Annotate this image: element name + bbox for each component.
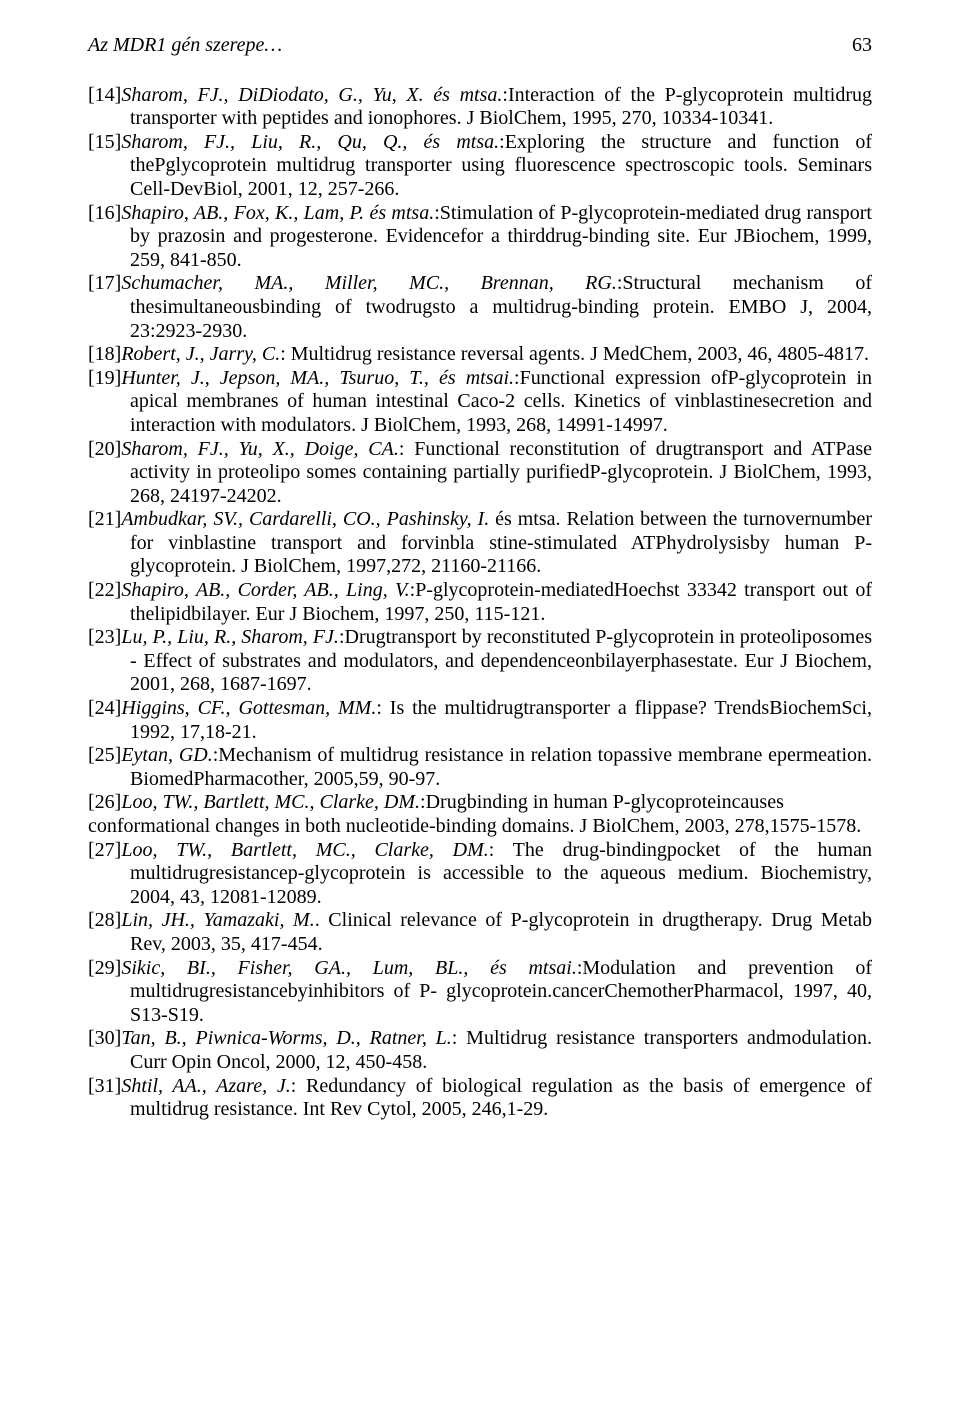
ref-authors: Tan, B., Piwnica-Worms, D., Ratner, L. bbox=[121, 1027, 451, 1049]
reference-item: [16]Shapiro, AB., Fox, K., Lam, P. és mt… bbox=[88, 202, 872, 273]
ref-num: [23] bbox=[88, 626, 121, 648]
ref-num: [26] bbox=[88, 791, 121, 813]
ref-authors: Lin, JH., Yamazaki, M. bbox=[121, 909, 314, 931]
ref-authors: Hunter, J., Jepson, MA., Tsuruo, T., és … bbox=[121, 367, 514, 389]
reference-item: [24]Higgins, CF., Gottesman, MM.: Is the… bbox=[88, 697, 872, 744]
ref-num: [17] bbox=[88, 272, 121, 294]
reference-item: [20]Sharom, FJ., Yu, X., Doige, CA.: Fun… bbox=[88, 438, 872, 509]
ref-num: [29] bbox=[88, 957, 121, 979]
ref-num: [24] bbox=[88, 697, 121, 719]
page: Az MDR1 gén szerepe… 63 [14]Sharom, FJ.,… bbox=[0, 0, 960, 1410]
ref-authors: Sikic, BI., Fisher, GA., Lum, BL., és mt… bbox=[121, 957, 577, 979]
reference-item: [23]Lu, P., Liu, R., Sharom, FJ.:Drugtra… bbox=[88, 626, 872, 697]
running-head: Az MDR1 gén szerepe… 63 bbox=[88, 34, 872, 58]
ref-authors: Schumacher, MA., Miller, MC., Brennan, R… bbox=[121, 272, 617, 294]
reference-item: [18]Robert, J., Jarry, C.: Multidrug res… bbox=[88, 343, 872, 367]
ref-authors: Lu, P., Liu, R., Sharom, FJ. bbox=[121, 626, 339, 648]
ref-authors: Robert, J., Jarry, C. bbox=[121, 343, 280, 365]
ref-num: [20] bbox=[88, 438, 121, 460]
ref-body: : Multidrug resistance reversal agents. … bbox=[280, 343, 869, 365]
ref-num: [25] bbox=[88, 744, 121, 766]
reference-item: [21]Ambudkar, SV., Cardarelli, CO., Pash… bbox=[88, 508, 872, 579]
ref-authors: Shapiro, AB., Corder, AB., Ling, V. bbox=[121, 579, 409, 601]
ref-num: [16] bbox=[88, 202, 121, 224]
ref-num: [19] bbox=[88, 367, 121, 389]
ref-authors: Higgins, CF., Gottesman, MM. bbox=[121, 697, 376, 719]
ref-num: [18] bbox=[88, 343, 121, 365]
ref-authors: Eytan, GD. bbox=[121, 744, 212, 766]
ref-authors: Sharom, FJ., Liu, R., Qu, Q., és mtsa. bbox=[121, 131, 499, 153]
reference-item: [15]Sharom, FJ., Liu, R., Qu, Q., és mts… bbox=[88, 131, 872, 202]
ref-authors: Shtil, AA., Azare, J. bbox=[121, 1075, 290, 1097]
reference-item: [17]Schumacher, MA., Miller, MC., Brenna… bbox=[88, 272, 872, 343]
reference-item: [31]Shtil, AA., Azare, J.: Redundancy of… bbox=[88, 1075, 872, 1122]
reference-item: [22]Shapiro, AB., Corder, AB., Ling, V.:… bbox=[88, 579, 872, 626]
ref-authors: Sharom, FJ., DiDiodato, G., Yu, X. és mt… bbox=[121, 84, 502, 106]
ref-num: [15] bbox=[88, 131, 121, 153]
ref-authors: Loo, TW., Bartlett, MC., Clarke, DM. bbox=[121, 839, 488, 861]
ref-num: [27] bbox=[88, 839, 121, 861]
ref-num: [14] bbox=[88, 84, 121, 106]
ref-body: conformational changes in both nucleotid… bbox=[88, 815, 861, 837]
ref-body: :Drugbinding in human P-glycoproteincaus… bbox=[420, 791, 784, 813]
ref-authors: Sharom, FJ., Yu, X., Doige, CA. bbox=[121, 438, 399, 460]
ref-num: [30] bbox=[88, 1027, 121, 1049]
reference-item: [25]Eytan, GD.:Mechanism of multidrug re… bbox=[88, 744, 872, 791]
ref-num: [28] bbox=[88, 909, 121, 931]
ref-num: [31] bbox=[88, 1075, 121, 1097]
reference-item: [14]Sharom, FJ., DiDiodato, G., Yu, X. é… bbox=[88, 84, 872, 131]
ref-authors: Ambudkar, SV., Cardarelli, CO., Pashinsk… bbox=[121, 508, 489, 530]
ref-num: [21] bbox=[88, 508, 121, 530]
ref-authors: Loo, TW., Bartlett, MC., Clarke, DM. bbox=[121, 791, 420, 813]
reference-item: [28]Lin, JH., Yamazaki, M.. Clinical rel… bbox=[88, 909, 872, 956]
ref-authors: Shapiro, AB., Fox, K., Lam, P. és mtsa. bbox=[121, 202, 434, 224]
page-number: 63 bbox=[852, 34, 872, 58]
reference-item: [30]Tan, B., Piwnica-Worms, D., Ratner, … bbox=[88, 1027, 872, 1074]
reference-item: [19]Hunter, J., Jepson, MA., Tsuruo, T.,… bbox=[88, 367, 872, 438]
reference-item: [29]Sikic, BI., Fisher, GA., Lum, BL., é… bbox=[88, 957, 872, 1028]
running-title: Az MDR1 gén szerepe… bbox=[88, 34, 282, 58]
reference-item: [27]Loo, TW., Bartlett, MC., Clarke, DM.… bbox=[88, 839, 872, 910]
ref-num: [22] bbox=[88, 579, 121, 601]
references-list: [14]Sharom, FJ., DiDiodato, G., Yu, X. é… bbox=[88, 84, 872, 1122]
reference-item-cont: conformational changes in both nucleotid… bbox=[88, 815, 872, 839]
ref-body: :Mechanism of multidrug resistance in re… bbox=[130, 744, 872, 790]
reference-item: [26]Loo, TW., Bartlett, MC., Clarke, DM.… bbox=[88, 791, 872, 815]
